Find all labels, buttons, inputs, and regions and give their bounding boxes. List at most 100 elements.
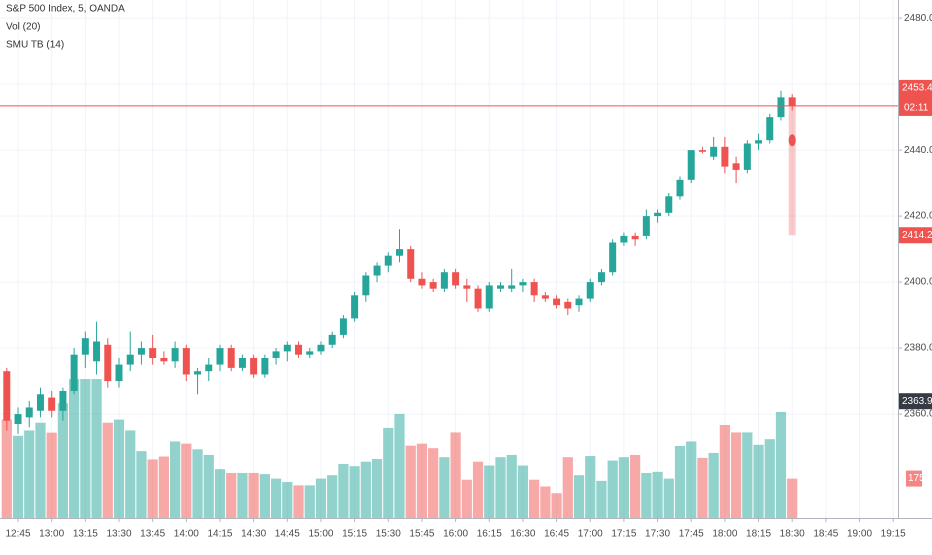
volume-bar xyxy=(102,422,113,518)
volume-bar xyxy=(730,432,742,518)
x-tick-label: 13:00 xyxy=(39,529,64,540)
x-tick-label: 17:00 xyxy=(578,529,603,540)
volume-bar xyxy=(12,435,24,518)
x-tick-label: 16:30 xyxy=(510,529,535,540)
candle-body xyxy=(115,364,123,382)
candle-body xyxy=(766,117,774,141)
volume-bar xyxy=(697,457,708,518)
x-tick-label: 13:45 xyxy=(140,529,165,540)
candle-body xyxy=(48,397,56,411)
x-tick-label: 13:30 xyxy=(106,529,131,540)
candle-body xyxy=(755,140,763,144)
candle-body xyxy=(137,348,145,355)
x-tick-label: 18:15 xyxy=(746,529,771,540)
candle-body xyxy=(396,249,403,256)
candle-body xyxy=(553,298,561,306)
volume-bar xyxy=(181,443,192,518)
candle-body xyxy=(642,216,650,236)
x-tick-label: 15:30 xyxy=(376,529,401,540)
volume-bar xyxy=(428,448,439,518)
candle-body xyxy=(3,371,11,421)
candle-body xyxy=(216,348,224,365)
candle-body xyxy=(676,179,684,197)
candle-body xyxy=(418,278,426,286)
candle-body xyxy=(36,394,44,411)
x-tick-label: 14:30 xyxy=(241,529,266,540)
volume-bar xyxy=(237,472,248,518)
candle-body xyxy=(149,348,157,358)
volume-bar xyxy=(169,441,181,518)
candle-body xyxy=(777,97,785,118)
candle-body xyxy=(452,272,460,286)
x-tick-label: 17:45 xyxy=(679,529,704,540)
candle-layer xyxy=(3,90,796,434)
x-tick-label: 19:15 xyxy=(881,529,906,540)
volume-bar xyxy=(282,481,293,518)
volume-bar xyxy=(383,427,394,518)
volume-bar xyxy=(630,454,641,518)
candle-body xyxy=(160,357,168,362)
candle-body xyxy=(710,146,718,157)
volume-legend: Vol (20) xyxy=(6,22,40,33)
volume-bar xyxy=(461,479,472,518)
volume-bar xyxy=(787,478,798,518)
indicator-point xyxy=(788,134,796,147)
candle-body xyxy=(171,348,179,362)
candle-body xyxy=(104,344,112,382)
volume-bar xyxy=(349,466,360,518)
marker-price-label: 2363.9 xyxy=(902,396,932,407)
candle-body xyxy=(440,272,448,289)
x-tick-label: 14:15 xyxy=(207,529,232,540)
volume-bar xyxy=(719,424,730,518)
volume-bar xyxy=(136,451,147,518)
volume-bar xyxy=(540,486,551,518)
volume-bar xyxy=(450,432,461,518)
candle-body xyxy=(586,282,594,299)
volume-bar xyxy=(439,457,450,518)
candle-body xyxy=(530,282,538,296)
candle-body xyxy=(182,348,190,375)
volume-bar xyxy=(484,465,495,518)
marker-price-label-box xyxy=(899,393,932,410)
candle-body xyxy=(283,344,291,352)
x-tick-label: 18:45 xyxy=(813,529,838,540)
candle-body xyxy=(698,150,706,152)
volume-bar xyxy=(46,432,57,518)
volume-bar xyxy=(248,472,259,518)
candle-body xyxy=(93,341,101,362)
volume-bar xyxy=(293,485,304,518)
volume-bar xyxy=(1,419,12,518)
label-layer: 12:45 13:00 13:15 13:30 13:45 14:00 14:15 14:30… xyxy=(0,13,932,540)
candle-body xyxy=(474,288,482,309)
volume-bar xyxy=(753,444,764,518)
candle-body xyxy=(317,344,325,352)
candle-body xyxy=(407,249,415,279)
x-tick-label: 12:45 xyxy=(6,529,31,540)
y-tick-label: 2360.0 xyxy=(904,409,932,420)
volume-last-label: 175 xyxy=(908,473,925,484)
volume-bar xyxy=(618,457,630,518)
candle-body xyxy=(339,318,347,335)
volume-bar xyxy=(506,454,517,518)
volume-bar xyxy=(472,461,484,518)
candle-body xyxy=(631,235,639,240)
y-tick-label: 2440.0 xyxy=(904,145,932,156)
candle-body xyxy=(485,285,493,309)
candle-body xyxy=(687,150,695,180)
volume-bar xyxy=(764,439,775,518)
candle-body xyxy=(272,351,280,358)
volume-bar xyxy=(641,472,652,518)
candle-body xyxy=(126,354,134,365)
x-tick-label: 16:45 xyxy=(544,529,569,540)
grid xyxy=(0,0,898,518)
indicator-legend: SMU TB (14) xyxy=(6,40,64,51)
volume-bar xyxy=(551,493,562,518)
volume-bar xyxy=(708,452,719,518)
x-tick-label: 15:45 xyxy=(409,529,434,540)
volume-bar xyxy=(35,422,46,518)
candle-body xyxy=(788,97,796,106)
volume-bar xyxy=(226,472,237,518)
time-axis-bg xyxy=(0,518,932,550)
volume-bar xyxy=(416,443,428,518)
